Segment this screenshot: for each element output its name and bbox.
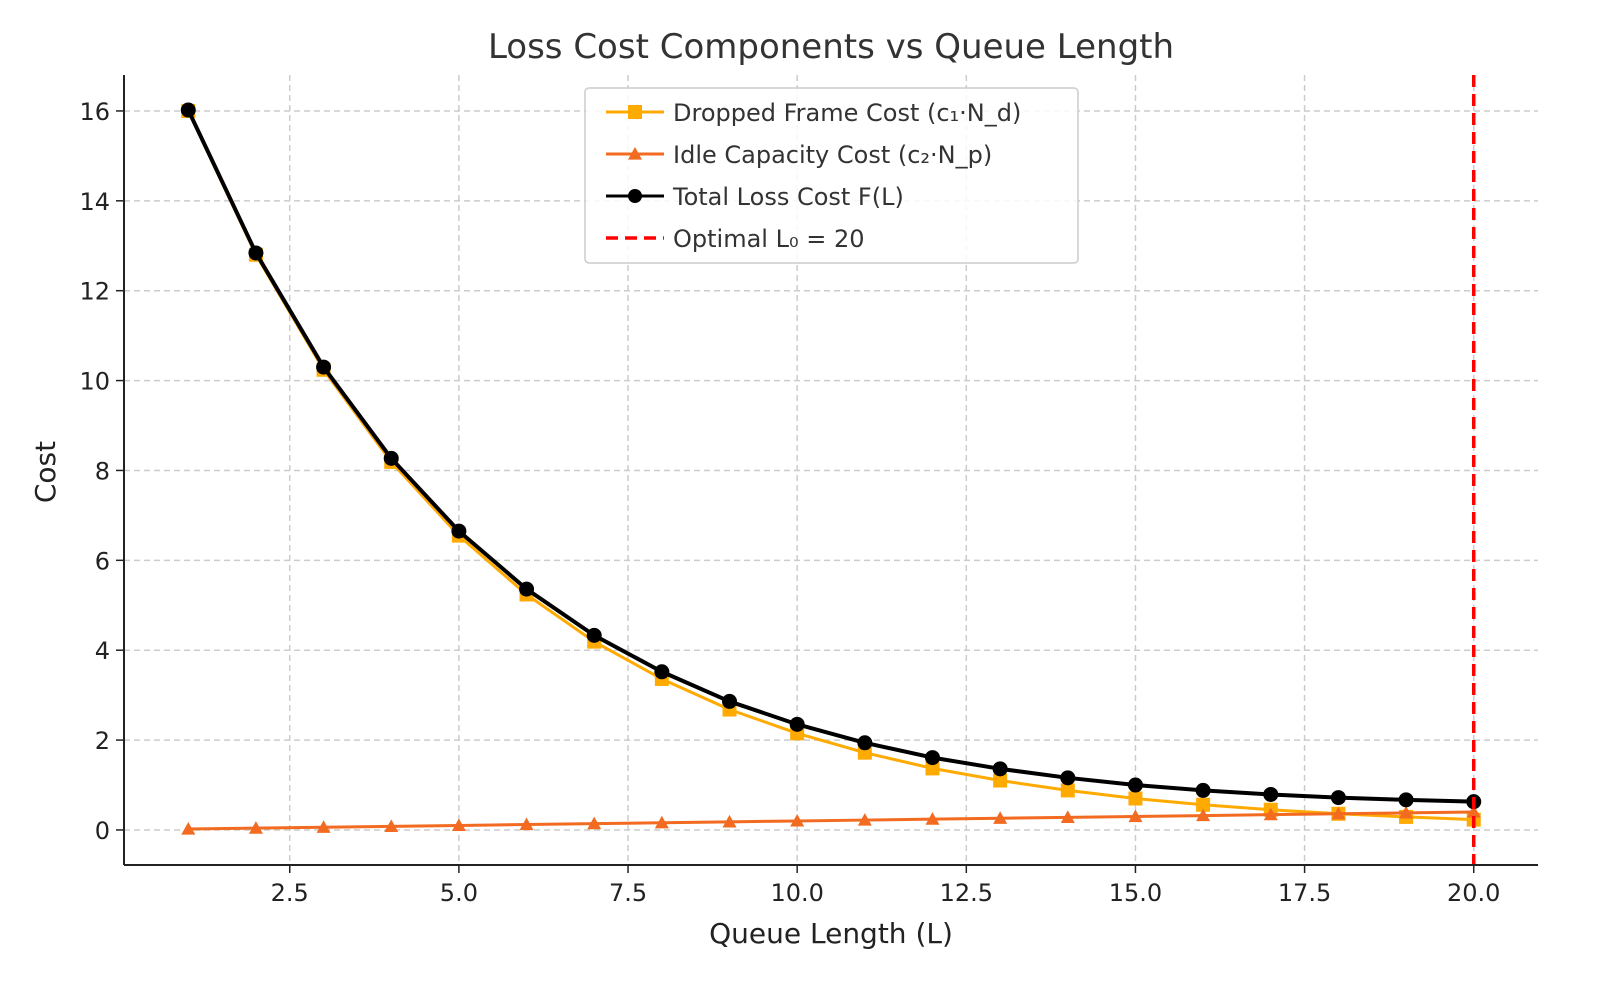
y-tick-label: 16 [79, 98, 110, 126]
data-point [587, 816, 602, 830]
y-tick-label: 6 [95, 547, 110, 575]
data-point [1060, 770, 1076, 786]
x-axis-label: Queue Length (L) [709, 917, 953, 950]
data-point [1195, 782, 1211, 798]
data-point [722, 814, 737, 828]
y-tick-label: 12 [79, 278, 110, 306]
data-point [857, 735, 873, 751]
data-point [519, 581, 535, 597]
data-point [248, 245, 264, 261]
legend: Dropped Frame Cost (c₁·N_d) Idle Capacity… [584, 87, 1079, 264]
legend-label: Idle Capacity Cost (c₂·N_p) [673, 141, 992, 169]
legend-label: Total Loss Cost F(L) [672, 183, 904, 211]
x-tick-label: 20.0 [1447, 879, 1500, 907]
y-tick-label: 8 [95, 457, 110, 485]
data-point [1466, 804, 1481, 818]
data-point [790, 813, 805, 827]
data-point [924, 750, 940, 766]
data-point [451, 523, 467, 539]
y-tick-label: 0 [95, 817, 110, 845]
data-point [925, 812, 940, 825]
legend-label: Dropped Frame Cost (c₁·N_d) [673, 99, 1021, 127]
data-point [1196, 797, 1211, 812]
data-point [519, 817, 534, 831]
x-tick-label: 2.5 [271, 879, 309, 907]
data-point [1398, 792, 1414, 808]
data-point [1128, 791, 1143, 806]
data-point [1060, 783, 1075, 798]
series-line-1 [188, 810, 1474, 831]
legend-marker-circle [628, 189, 642, 203]
y-axis-label: Cost [29, 441, 62, 503]
x-tick-label: 5.0 [440, 879, 478, 907]
y-tick-label: 4 [95, 637, 110, 665]
data-point [1331, 806, 1346, 820]
data-point [1263, 786, 1279, 802]
legend-marker-triangle [628, 147, 642, 160]
data-point [1330, 790, 1346, 806]
data-point [992, 761, 1008, 777]
data-point [384, 819, 399, 832]
data-point [789, 716, 805, 732]
data-point [181, 822, 196, 835]
data-point [1196, 808, 1211, 822]
x-tick-label: 7.5 [609, 879, 647, 907]
data-point [451, 818, 466, 832]
data-point [722, 693, 738, 709]
y-tick-label: 2 [95, 727, 110, 755]
data-point [993, 811, 1008, 824]
data-point [1060, 810, 1075, 823]
x-tick-label: 15.0 [1109, 879, 1162, 907]
data-point [1127, 777, 1143, 793]
y-tick-label: 10 [79, 368, 110, 396]
series-line-2 [186, 109, 1474, 804]
plot-area [180, 75, 1482, 865]
data-point [1399, 805, 1414, 819]
data-point [248, 821, 263, 834]
data-point [383, 450, 399, 466]
data-point [993, 773, 1008, 788]
x-tick-label: 10.0 [770, 879, 823, 907]
x-tick-label: 12.5 [940, 879, 993, 907]
data-point [654, 815, 669, 829]
legend-label: Optimal L₀ = 20 [673, 225, 864, 253]
data-point [654, 664, 670, 680]
axes: 2.5 5.0 7.5 10.0 12.5 15.0 17.5 20.0 0 2 4 6 8 10 12 14… [79, 75, 1538, 907]
legend-marker-square [628, 105, 642, 119]
data-point [316, 359, 332, 375]
data-point [857, 813, 872, 826]
chart-title: Loss Cost Components vs Queue Length [488, 27, 1174, 67]
data-point [1128, 809, 1143, 823]
data-point [1263, 807, 1278, 821]
data-point [586, 627, 602, 643]
data-point [925, 761, 940, 776]
legend-box [584, 87, 1079, 264]
data-point [316, 820, 331, 833]
y-tick-label: 14 [79, 188, 110, 216]
x-tick-label: 17.5 [1278, 879, 1331, 907]
series-line-0 [186, 110, 1474, 822]
data-point [180, 102, 196, 118]
